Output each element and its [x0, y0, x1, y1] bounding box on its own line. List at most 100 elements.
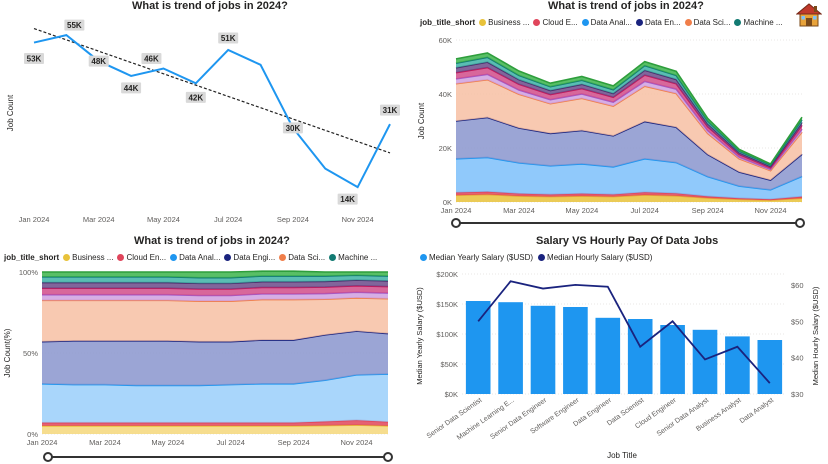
data-label: 44K	[121, 82, 142, 94]
series-edge-line	[42, 284, 389, 290]
bar[interactable]	[465, 301, 491, 394]
legend-item[interactable]: Machine ...	[329, 253, 377, 262]
legend-item[interactable]: Data Anal...	[581, 18, 632, 27]
legend-item[interactable]: Business ...	[479, 18, 529, 27]
series-line	[33, 34, 391, 189]
data-label: 51K	[218, 32, 239, 44]
legend-item[interactable]: Data Sci...	[279, 253, 325, 262]
svg-text:51K: 51K	[221, 34, 236, 43]
legend-label: Median Yearly Salary ($USD)	[429, 253, 534, 262]
home-icon[interactable]	[796, 3, 822, 27]
scrollbar-end-handle[interactable]	[383, 452, 393, 462]
legend-item[interactable]: Data Sci...	[684, 18, 731, 27]
area-chart-title: What is trend of jobs in 2024?	[548, 0, 704, 12]
salary-combo-chart: $0K $50K $100K $150K $200K $30 $40 $50 $60 Senior…	[415, 270, 820, 460]
legend-item[interactable]: Cloud En...	[117, 253, 166, 262]
legend-dot-icon	[117, 254, 125, 261]
legend-label: Machine ...	[338, 253, 378, 262]
y2-tick-label: $60	[791, 281, 804, 290]
legend-dot-icon	[538, 254, 546, 261]
pct-chart-title: What is trend of jobs in 2024?	[134, 235, 290, 247]
area-machine-learning-engineer	[456, 74, 802, 171]
salary-chart-legend: Median Yearly Salary ($USD) Median Hourly…	[420, 253, 652, 262]
bar[interactable]	[757, 340, 783, 394]
svg-text:42K: 42K	[188, 93, 203, 102]
area-business-analyst	[42, 425, 388, 434]
x-tick-label: Mar 2024	[503, 206, 535, 215]
data-label: 53K	[24, 53, 44, 65]
svg-text:53K: 53K	[27, 55, 42, 64]
area-data-scientist	[42, 297, 388, 342]
legend-label: Data Sci...	[693, 18, 731, 27]
series-edge-line	[42, 297, 389, 302]
bar[interactable]	[563, 307, 588, 394]
bar[interactable]	[498, 302, 523, 394]
pct-chart-legend: job_title_short Business ... Cloud En... D…	[4, 253, 377, 262]
legend-label: Cloud En...	[126, 253, 167, 262]
legend-title: job_title_short	[4, 253, 60, 262]
legend-dot-icon	[420, 254, 427, 261]
area-chart-legend: job_title_short Business ... Cloud E... Da…	[420, 18, 783, 27]
legend-dot-icon	[279, 254, 287, 261]
svg-text:55K: 55K	[67, 21, 82, 30]
legend-item[interactable]: Data Engi...	[224, 253, 275, 262]
area-business-analyst	[456, 194, 802, 202]
area-software-engineer	[42, 271, 388, 278]
series-edge-line	[455, 116, 803, 182]
x-tick-label: Jan 2024	[441, 206, 472, 215]
y-tick-label: 50%	[23, 349, 38, 358]
area-data-engineer	[456, 117, 802, 190]
series-edge-line	[455, 156, 803, 191]
legend-dot-icon	[684, 19, 692, 26]
line-chart-title: What is trend of jobs in 2024?	[132, 0, 288, 12]
data-label: 30K	[282, 122, 303, 134]
area-data-scientist	[456, 79, 802, 181]
line-chart: Job Count Jan 2024 Mar 2024 May 2024 Jul 202…	[6, 19, 400, 224]
bar[interactable]	[530, 305, 556, 394]
series-edge-line	[42, 270, 388, 273]
svg-text:14K: 14K	[340, 195, 355, 204]
legend-label: Data En...	[644, 18, 681, 27]
y2-axis-label: Median Hourly Salary ($USD)	[811, 286, 820, 385]
bar[interactable]	[692, 329, 718, 394]
x-tick-label: May 2024	[565, 206, 598, 215]
legend-item[interactable]: Data En...	[635, 18, 681, 27]
legend-label: Cloud E...	[542, 18, 578, 27]
x-category-label: Data Analyst	[739, 397, 775, 425]
legend-title: job_title_short	[420, 18, 476, 27]
bar[interactable]	[725, 336, 750, 394]
legend-label: Machine ...	[743, 18, 783, 27]
legend-dot-icon	[635, 19, 643, 26]
scrollbar-end-handle[interactable]	[795, 218, 805, 228]
bar[interactable]	[595, 317, 621, 394]
y-tick-label: 40K	[439, 90, 452, 99]
legend-label: Business ...	[488, 18, 530, 27]
trend-line	[33, 27, 391, 154]
x-tick-label: May 2024	[151, 438, 184, 447]
legend-label: Data Sci...	[288, 253, 326, 262]
x-tick-label: Mar 2024	[83, 215, 115, 224]
stacked-area-chart: 0K 20K 40K 60K Jan 2024 Mar 2024 May 2024 Jul 2…	[417, 36, 805, 228]
legend-item[interactable]: Median Hourly Salary ($USD)	[538, 253, 652, 262]
legend-item[interactable]: Median Yearly Salary ($USD)	[420, 253, 533, 262]
svg-text:48K: 48K	[91, 57, 106, 66]
legend-item[interactable]: Cloud E...	[533, 18, 578, 27]
y-tick-label: $0K	[445, 390, 458, 399]
legend-label: Data Engi...	[233, 253, 276, 262]
legend-item[interactable]: Machine ...	[734, 18, 783, 27]
scrollbar-start-handle[interactable]	[451, 218, 461, 228]
bar[interactable]	[660, 325, 685, 394]
legend-item[interactable]: Business ...	[63, 253, 113, 262]
data-label: 31K	[380, 104, 400, 116]
legend-dot-icon	[170, 254, 178, 261]
svg-text:30K: 30K	[286, 124, 301, 133]
x-tick-label: Sep 2024	[692, 206, 724, 215]
area-senior-data-analyst	[42, 285, 388, 296]
scrollbar-start-handle[interactable]	[43, 452, 53, 462]
series-edge-line	[455, 52, 803, 165]
y-tick-label: $150K	[436, 300, 458, 309]
x-tick-label: May 2024	[147, 215, 180, 224]
legend-item[interactable]: Data Anal...	[170, 253, 220, 262]
x-tick-label: Nov 2024	[342, 215, 374, 224]
legend-dot-icon	[533, 19, 541, 26]
